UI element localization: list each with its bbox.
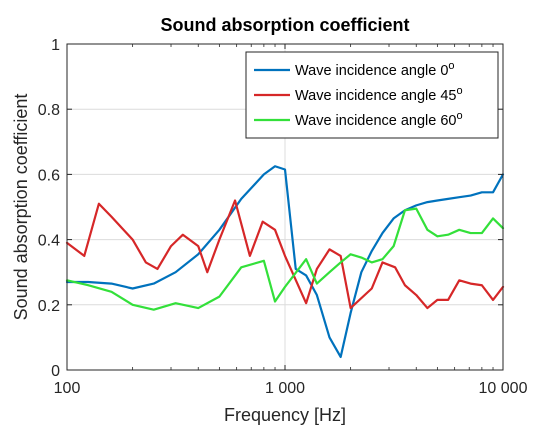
y-tick-label: 0.6 bbox=[38, 167, 60, 184]
y-tick-label: 0.4 bbox=[38, 233, 60, 250]
x-tick-label: 1 000 bbox=[265, 380, 305, 397]
x-tick-label: 10 000 bbox=[479, 380, 528, 397]
legend-label-superscript: o bbox=[448, 60, 454, 72]
x-axis-title: Frequency [Hz] bbox=[224, 405, 346, 425]
legend-label-superscript: o bbox=[456, 85, 462, 97]
y-tick-label: 0.8 bbox=[38, 102, 60, 119]
chart-title: Sound absorption coefficient bbox=[160, 15, 409, 35]
series-group bbox=[65, 165, 505, 359]
legend-label-text: Wave incidence angle 0 bbox=[295, 63, 448, 79]
x-tick-label: 100 bbox=[54, 380, 81, 397]
tick-labels: 100 1 000 10 000 0 0.2 0.4 0.6 0.8 1 bbox=[38, 37, 528, 397]
legend-label-2: Wave incidence angle 60o bbox=[295, 110, 463, 129]
legend-label-0: Wave incidence angle 0o bbox=[295, 60, 455, 79]
y-tick-label: 0 bbox=[51, 363, 60, 380]
legend-label-1: Wave incidence angle 45o bbox=[295, 85, 463, 104]
y-axis-title: Sound absorption coefficient bbox=[11, 94, 31, 321]
y-tick-label: 0.2 bbox=[38, 298, 60, 315]
series-line-2 bbox=[65, 207, 505, 311]
series-line-0 bbox=[65, 165, 505, 359]
legend-label-text: Wave incidence angle 60 bbox=[295, 113, 456, 129]
y-tick-label: 1 bbox=[51, 37, 60, 54]
legend-label-superscript: o bbox=[456, 110, 462, 122]
ticks bbox=[66, 43, 504, 371]
legend-label-text: Wave incidence angle 45 bbox=[295, 88, 456, 104]
series-line-1 bbox=[65, 199, 505, 310]
